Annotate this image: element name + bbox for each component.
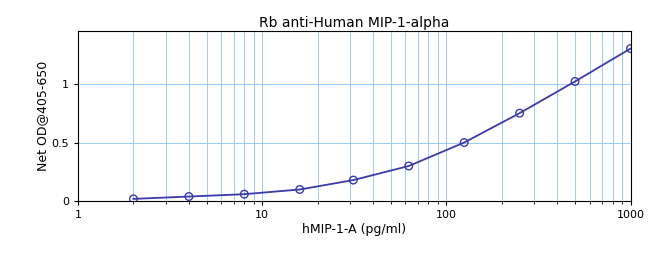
Point (184, 195, 194, 199)
Point (404, 164, 414, 168)
Point (348, 178, 359, 182)
Point (128, 197, 138, 201)
Point (459, 140, 469, 144)
Point (239, 192, 250, 196)
X-axis label: hMIP-1-A (pg/ml): hMIP-1-A (pg/ml) (302, 223, 406, 236)
Point (625, 46, 636, 51)
Point (294, 187, 305, 191)
Title: Rb anti-Human MIP-1-alpha: Rb anti-Human MIP-1-alpha (259, 16, 449, 30)
Point (514, 111, 525, 115)
Y-axis label: Net OD@405-650: Net OD@405-650 (36, 61, 49, 171)
Point (570, 79, 580, 84)
